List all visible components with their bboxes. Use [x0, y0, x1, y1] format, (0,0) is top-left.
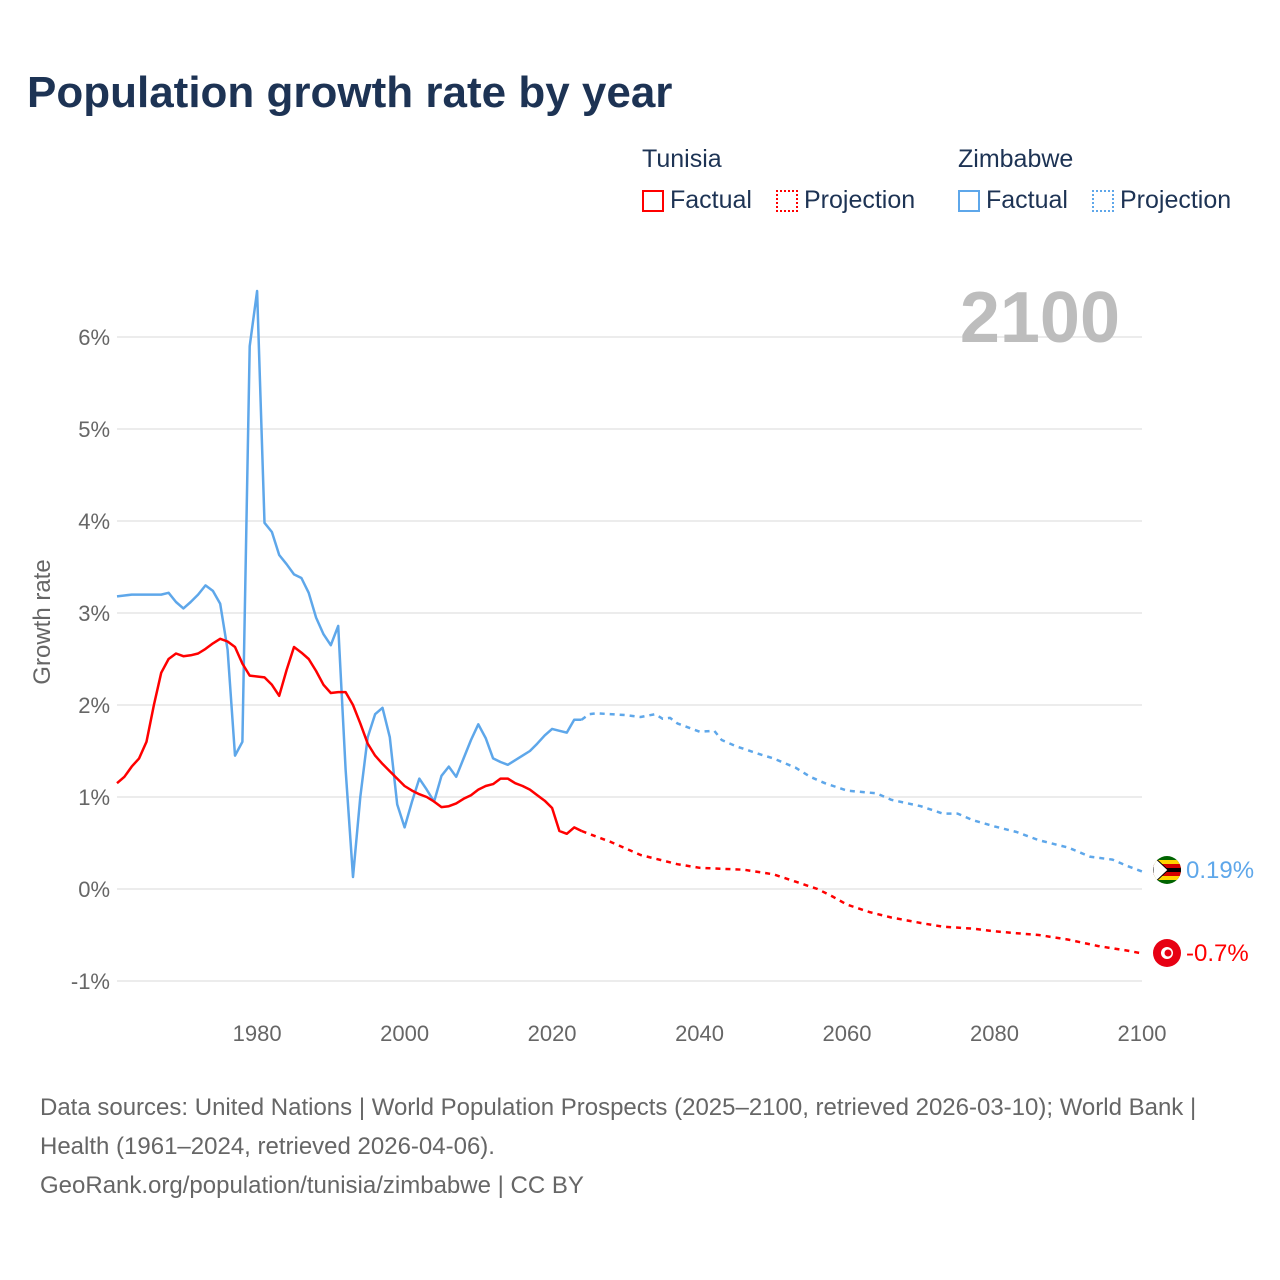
legend-tunisia-factual[interactable]: Factual: [642, 186, 752, 215]
x-tick-label: 2060: [823, 1021, 872, 1046]
year-display: 2100: [960, 278, 1120, 358]
y-tick-label: 6%: [78, 325, 110, 350]
legend-label: Factual: [986, 186, 1068, 214]
tunisia-projection-line: [581, 829, 1143, 955]
legend-tunisia-projection[interactable]: Projection: [776, 186, 915, 215]
y-tick-label: 4%: [78, 509, 110, 534]
legend-swatch-dotted: [776, 189, 798, 212]
chart-title: Population growth rate by year: [27, 68, 673, 117]
x-tick-label: 2100: [1118, 1021, 1167, 1046]
legend-label: Factual: [670, 186, 752, 214]
tunisia-flag-icon: [1153, 939, 1181, 967]
x-tick-label: 2040: [675, 1021, 724, 1046]
y-tick-label: 5%: [78, 417, 110, 442]
legend-zimbabwe-projection[interactable]: Projection: [1092, 186, 1231, 215]
end-label-zimbabwe: 0.19%: [1186, 857, 1254, 884]
y-tick-label: -1%: [71, 969, 110, 994]
y-tick-label: 0%: [78, 877, 110, 902]
legend-group-tunisia: Tunisia: [642, 145, 722, 173]
y-tick-label: 1%: [78, 785, 110, 810]
legend-swatch-solid: [642, 189, 664, 212]
zimbabwe-flag-icon: [1153, 856, 1181, 884]
legend-swatch-solid: [958, 189, 980, 212]
source-link[interactable]: GeoRank.org/population/tunisia/zimbabwe …: [40, 1172, 584, 1199]
footer: Data sources: United Nations | World Pop…: [40, 1088, 1240, 1205]
data-sources: Data sources: United Nations | World Pop…: [40, 1094, 1197, 1160]
legend-label: Projection: [1120, 186, 1232, 214]
y-tick-label: 3%: [78, 601, 110, 626]
y-tick-label: 2%: [78, 693, 110, 718]
zimbabwe-factual-line: [116, 289, 582, 879]
tunisia-factual-line: [116, 637, 583, 836]
legend-group-zimbabwe: Zimbabwe: [958, 145, 1074, 173]
y-axis-label: Growth rate: [29, 559, 56, 684]
legend-swatch-dotted: [1092, 189, 1114, 212]
x-tick-label: 2080: [970, 1021, 1019, 1046]
legend-zimbabwe-factual[interactable]: Factual: [958, 186, 1068, 215]
x-tick-label: 2000: [380, 1021, 429, 1046]
zimbabwe-projection-line: [580, 712, 1143, 873]
end-label-tunisia: -0.7%: [1186, 940, 1249, 967]
plot-area: -1% 0% 1% 2% 3% 4% 5% 6% 1980 2000 2020 2040 2060 208…: [29, 278, 1254, 1046]
legend-label: Projection: [804, 186, 916, 214]
x-tick-label: 1980: [233, 1021, 282, 1046]
x-tick-label: 2020: [528, 1021, 577, 1046]
